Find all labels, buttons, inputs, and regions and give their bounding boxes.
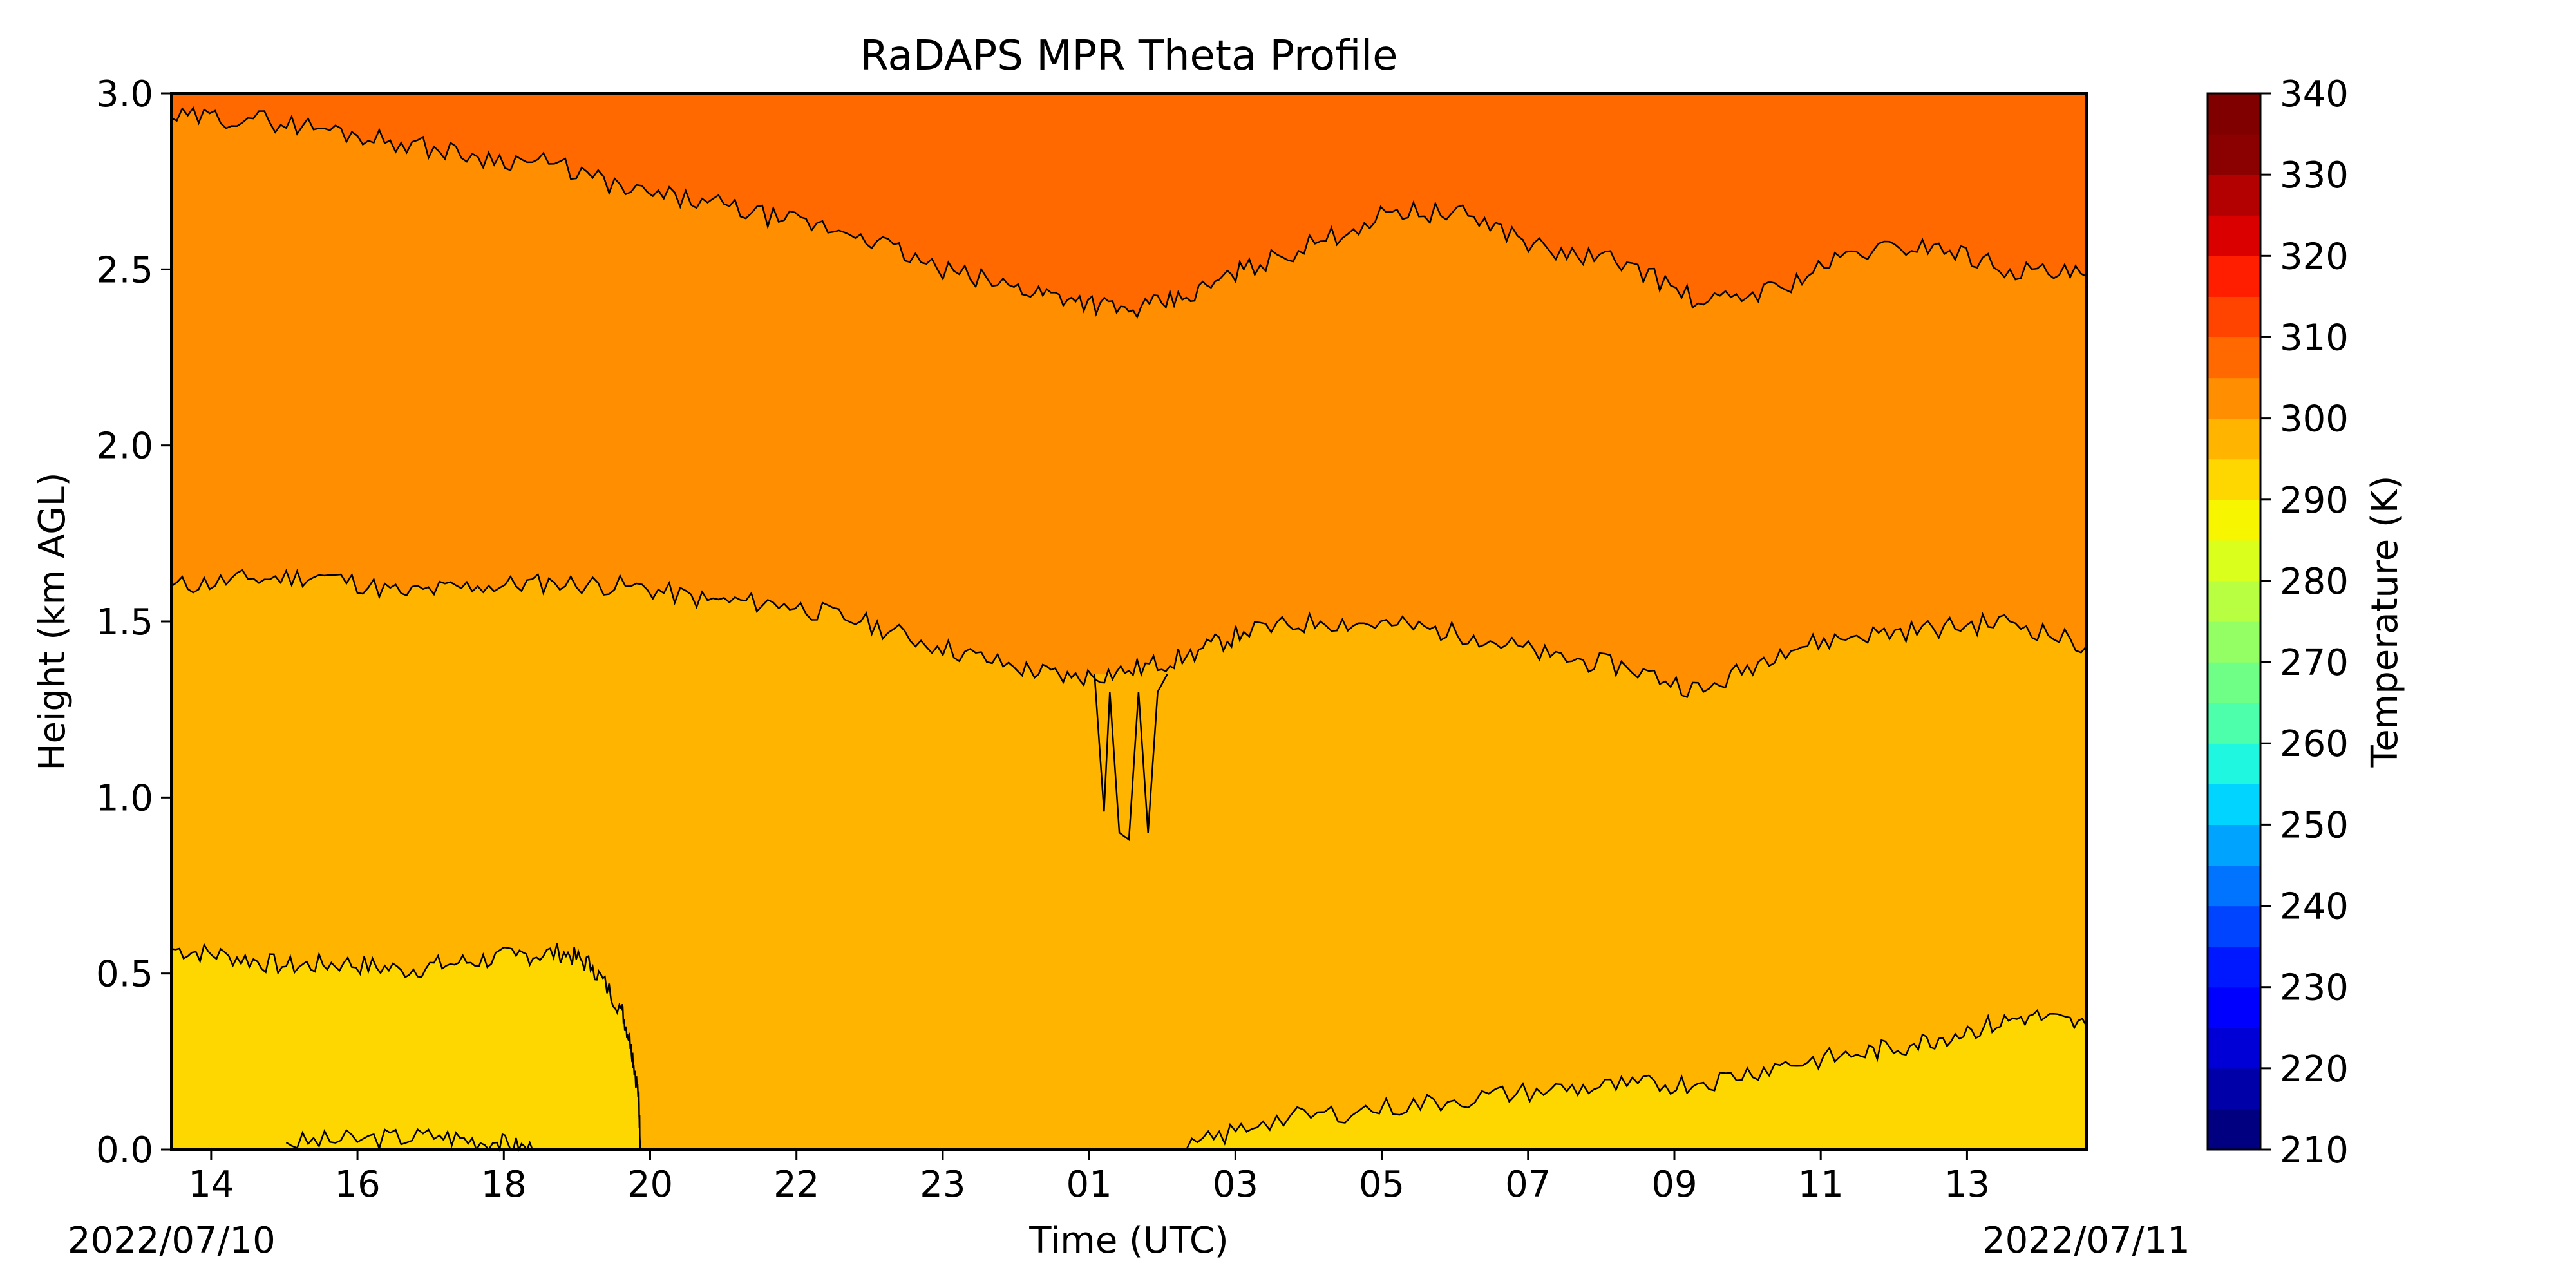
region-310-315: [171, 93, 2087, 317]
x-tick-label: 20: [627, 1164, 673, 1206]
colorbar-tick-label: 300: [2280, 399, 2349, 440]
contour-295-300-left: [171, 943, 641, 1150]
colorbar-tick-label: 260: [2280, 723, 2349, 765]
colorbar-band: [2208, 946, 2260, 988]
colorbar-frame: [2206, 92, 2262, 1151]
region-305-310: [171, 108, 2087, 697]
colorbar-band: [2208, 256, 2260, 297]
colorbar-tick-label: 270: [2280, 642, 2349, 684]
colorbar-band: [2208, 1068, 2260, 1110]
colorbar-tick-label: 320: [2280, 236, 2349, 278]
colorbar-tick-label: 330: [2280, 155, 2349, 196]
x-tick-label: 18: [481, 1164, 527, 1206]
colorbar-tick-label: 240: [2280, 886, 2349, 928]
contour-dip: [1094, 674, 1168, 842]
colorbar-band: [2208, 215, 2260, 256]
x-axis-label: Time (UTC): [1028, 1220, 1229, 1262]
colorbar-tick-label: 250: [2280, 804, 2349, 846]
colorbar-band: [2208, 1108, 2260, 1150]
colorbar-tick-label: 290: [2280, 480, 2349, 522]
colorbar-band: [2208, 296, 2260, 338]
colorbar-band: [2208, 1027, 2260, 1069]
colorbar-band: [2208, 93, 2260, 135]
y-tick-label: 1.0: [96, 777, 153, 819]
colorbar-band: [2208, 580, 2260, 622]
y-tick-label: 0.5: [96, 954, 153, 996]
x-tick-label: 16: [334, 1164, 380, 1206]
plot-area: [170, 92, 2088, 1153]
x-tick-label: 03: [1213, 1164, 1258, 1206]
colorbar-band: [2208, 540, 2260, 582]
x-tick-label: 11: [1798, 1164, 1844, 1206]
contour-295-300-left-bottom: [285, 1128, 536, 1153]
x-tick-label: 01: [1066, 1164, 1112, 1206]
x-tick-label: 13: [1944, 1164, 1990, 1206]
region-295-300-left: [171, 943, 641, 1150]
x-tick-label: 23: [920, 1164, 965, 1206]
x-tick-label: 22: [773, 1164, 819, 1206]
chart-title: RaDAPS MPR Theta Profile: [860, 32, 1397, 80]
colorbar-band: [2208, 662, 2260, 703]
colorbar-band: [2208, 175, 2260, 216]
region-295-300-right: [1186, 1010, 2087, 1150]
colorbar-tick-label: 210: [2280, 1130, 2349, 1171]
y-tick-label: 2.0: [96, 426, 153, 468]
contour-305-310: [171, 106, 2087, 319]
y-tick-label: 2.5: [96, 249, 153, 291]
x-tick-label: 09: [1651, 1164, 1697, 1206]
colorbar-band: [2208, 784, 2260, 825]
colorbar-band: [2208, 743, 2260, 784]
colorbar-band: [2208, 337, 2260, 379]
x-tick-label: 14: [188, 1164, 234, 1206]
colorbar-tick-label: 220: [2280, 1048, 2349, 1090]
colorbar-label: Temperature (K): [2364, 476, 2406, 768]
colorbar-band: [2208, 905, 2260, 947]
contour-300-305: [171, 569, 2087, 698]
y-tick-label: 0.0: [96, 1130, 153, 1171]
colorbar-band: [2208, 621, 2260, 663]
date-label-end: 2022/07/11: [1982, 1220, 2190, 1262]
colorbar-band: [2208, 703, 2260, 744]
x-tick-label: 05: [1359, 1164, 1405, 1206]
colorbar: 210 220 230 240 250 260 270 280 290 300 310 320 330 3…: [2206, 73, 2349, 1171]
colorbar-band: [2208, 459, 2260, 500]
colorbar-tick-label: 280: [2280, 561, 2349, 603]
colorbar-band: [2208, 865, 2260, 907]
colorbar-tick-label: 230: [2280, 967, 2349, 1009]
x-axis: 14 16 18 20 22 23 01 03 05 07 09 11 13: [188, 1150, 1990, 1206]
y-tick-label: 1.5: [96, 601, 153, 643]
colorbar-band: [2208, 377, 2260, 419]
contour-295-300-right: [1186, 1009, 2088, 1150]
colorbar-band: [2208, 824, 2260, 866]
y-axis: 0.0 0.5 1.0 1.5 2.0 2.5 3.0: [96, 73, 171, 1171]
y-tick-label: 3.0: [96, 73, 153, 115]
y-axis-label: Height (km AGL): [32, 472, 73, 770]
date-label-start: 2022/07/10: [68, 1220, 276, 1262]
colorbar-band: [2208, 134, 2260, 175]
colorbar-band: [2208, 418, 2260, 460]
region-300-305-dip: [1094, 674, 1168, 840]
colorbar-tick-label: 310: [2280, 317, 2349, 359]
colorbar-band: [2208, 499, 2260, 541]
colorbar-tick-label: 340: [2280, 73, 2349, 115]
x-tick-label: 07: [1505, 1164, 1551, 1206]
colorbar-band: [2208, 987, 2260, 1028]
